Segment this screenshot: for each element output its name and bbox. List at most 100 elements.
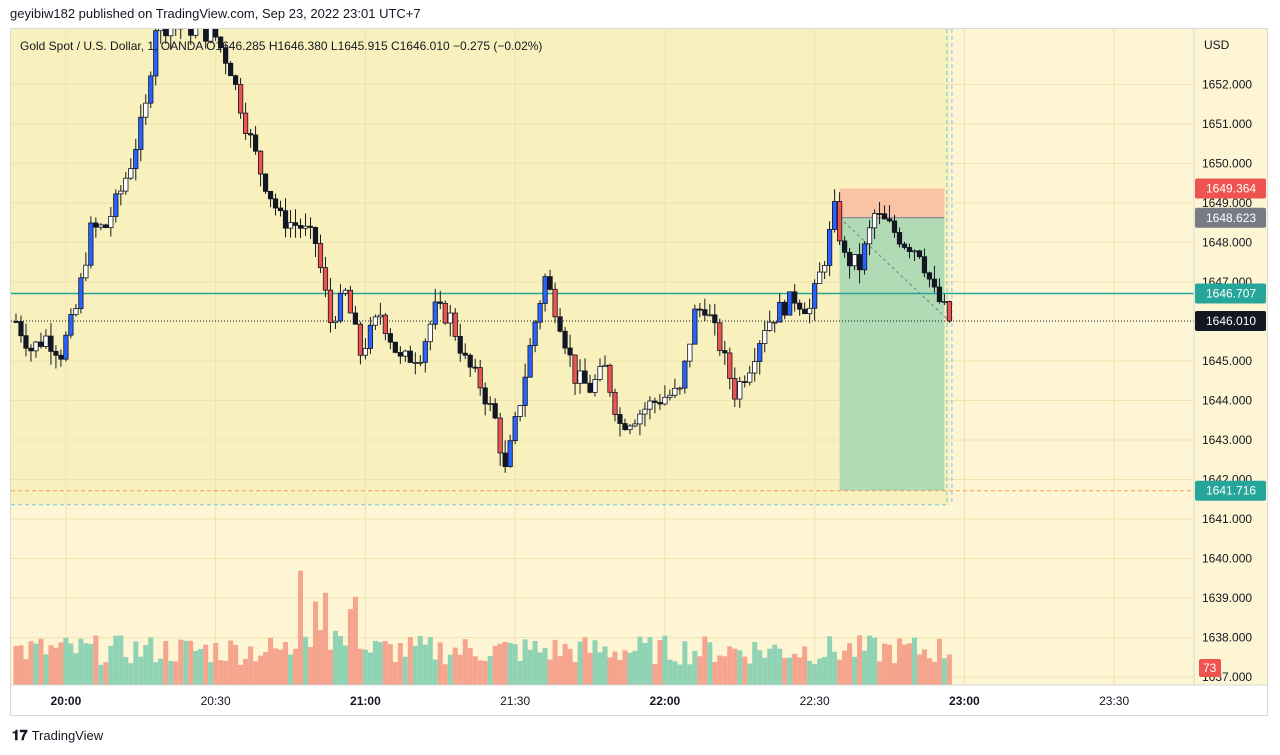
price-label-badge	[1195, 178, 1266, 199]
volume-bar	[687, 664, 693, 685]
volume-bar	[712, 662, 718, 685]
volume-bar	[188, 640, 194, 685]
volume-bar	[347, 609, 353, 685]
brand-name: TradingView	[31, 728, 104, 743]
candle-body	[787, 291, 793, 316]
volume-bar	[233, 644, 239, 685]
change-value: −0.275 (−0.02%)	[453, 39, 543, 53]
volume-bar	[303, 636, 309, 685]
candle-body	[836, 201, 843, 242]
candle-body	[817, 271, 823, 284]
volume-bar	[38, 638, 44, 685]
candle-body	[642, 408, 648, 415]
volume-bar	[602, 646, 608, 685]
price-tick-label: 1652.000	[1202, 77, 1252, 91]
candle-body	[43, 335, 49, 347]
candle-body	[28, 347, 34, 352]
candle-body	[906, 247, 913, 253]
volume-bar	[862, 650, 868, 685]
candle-body	[103, 224, 109, 228]
volume-bar	[632, 650, 638, 685]
candle-body	[63, 334, 69, 360]
symbol-name[interactable]: Gold Spot / U.S. Dollar, 1, OANDA	[20, 39, 203, 53]
candle-body	[477, 367, 483, 389]
volume-bar	[797, 657, 803, 685]
candle-body	[203, 29, 209, 42]
volume-bar	[327, 649, 333, 685]
candle-body	[911, 250, 918, 253]
candle-body	[113, 193, 119, 217]
candle-body	[921, 256, 928, 274]
position-path	[839, 217, 950, 322]
volume-bar	[68, 643, 74, 685]
candle-body	[846, 251, 853, 267]
volume-bar	[372, 640, 378, 685]
volume-bar	[872, 637, 878, 685]
candle-body	[732, 378, 738, 400]
candle-body	[78, 277, 84, 310]
symbol-legend: Gold Spot / U.S. Dollar, 1, OANDA O1646.…	[20, 39, 542, 53]
volume-bar	[857, 635, 863, 685]
close-value: C1646.010	[390, 39, 450, 53]
volume-bar	[43, 654, 49, 685]
time-axis[interactable]: 20:00 20:30 21:00 21:30 22:00 22:30 23:00 23:30	[11, 684, 1267, 715]
volume-bar	[477, 660, 483, 685]
volume-bar	[288, 654, 294, 685]
candle-body	[497, 417, 503, 454]
candle-body	[577, 370, 583, 384]
price-tick-label: 1651.000	[1202, 117, 1252, 131]
candle-body	[851, 254, 858, 267]
volume-bar	[352, 596, 358, 685]
volume-bar	[792, 653, 798, 685]
volume-bar	[312, 601, 318, 685]
volume-bar	[198, 648, 204, 685]
price-axis[interactable]: USD1652.0001651.0001650.0001649.0001648.…	[1193, 29, 1267, 715]
candle-body	[617, 414, 623, 424]
volume-bar	[542, 648, 548, 685]
volume-bar	[807, 660, 813, 685]
volume-bar	[492, 645, 498, 685]
candle-body	[876, 213, 883, 215]
volume-bar	[218, 660, 224, 685]
candle-body	[108, 216, 114, 228]
candle-body	[38, 341, 44, 347]
volume-bar	[837, 659, 843, 685]
volume-bar	[757, 650, 763, 685]
candle-body	[68, 314, 74, 336]
candle-body	[143, 102, 149, 118]
volume-bar	[248, 646, 254, 685]
candle-body	[153, 30, 159, 77]
volume-bar	[567, 648, 573, 685]
price-tick-label: 1639.000	[1202, 591, 1252, 605]
time-tick-label: 20:00	[51, 694, 82, 708]
candle-body	[23, 335, 29, 349]
volume-bar	[133, 641, 139, 685]
volume-bar	[607, 657, 613, 685]
candle-body	[632, 423, 638, 427]
volume-bar	[926, 658, 932, 685]
chart-frame[interactable]: USD 1652.000 1651.000 1650.000 1649.000 1648.…	[10, 28, 1268, 716]
volume-bar	[732, 648, 738, 685]
candle-body	[382, 314, 388, 334]
candle-body	[272, 198, 279, 209]
volume-bar	[48, 645, 54, 685]
candle-body	[467, 354, 473, 368]
footer-brand[interactable]: 𝟏𝟕 TradingView	[12, 727, 103, 744]
volume-bar	[622, 650, 628, 685]
volume-bar	[293, 648, 299, 685]
volume-bar	[118, 635, 124, 685]
candle-body	[527, 345, 533, 378]
price-label-badge	[1195, 480, 1266, 501]
price-chart[interactable]: USD1652.0001651.0001650.0001649.0001648.…	[11, 29, 1267, 715]
candle-body	[861, 243, 868, 271]
volume-bar	[747, 663, 753, 685]
volume-bar	[457, 654, 463, 685]
volume-bar	[58, 642, 64, 685]
volume-bar	[307, 647, 313, 685]
volume-bar	[867, 635, 873, 685]
candle-body	[841, 240, 848, 253]
volume-bar	[203, 644, 209, 685]
candle-body	[662, 396, 668, 405]
volume-bar	[298, 570, 304, 685]
volume-bar	[88, 643, 94, 685]
